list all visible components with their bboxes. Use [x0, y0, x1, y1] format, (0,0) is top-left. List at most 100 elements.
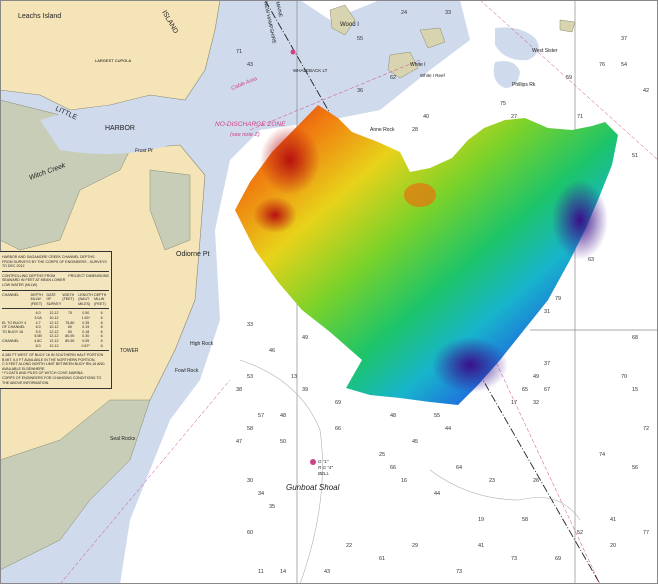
notes-cell: 3.0A: [34, 315, 42, 320]
notes-cell: 8.0: [35, 343, 41, 348]
depth-sounding: 68: [632, 335, 638, 341]
depth-sounding: 52: [577, 530, 583, 536]
depth-sounding: 47: [236, 439, 242, 445]
depth-sounding: 41: [610, 517, 616, 523]
notes-cell: 6: [100, 311, 103, 316]
label-bell: BELL: [318, 471, 330, 476]
depth-sounding: 63: [588, 257, 594, 263]
land-mainland: [0, 0, 221, 111]
island-rocks: [329, 4, 576, 79]
notes-cell: 0.19: [82, 325, 90, 330]
notes-cell: CHANNEL: [2, 338, 20, 343]
label-white-i: White I: [410, 62, 426, 68]
label-leachs-island: Leachs Island: [18, 13, 61, 20]
notes-column-header: CHANNEL: [2, 292, 20, 297]
depth-sounding: 20: [610, 543, 616, 549]
depth-sounding: 17: [511, 400, 517, 406]
notes-cell: 0.05: [82, 338, 90, 343]
notes-column-header: LENGTH (NAUT. MILES): [78, 292, 93, 306]
depth-sounding: 65: [522, 387, 528, 393]
cable-area-line: [479, 0, 658, 161]
bell-buoy-icon[interactable]: [310, 459, 316, 465]
notes-row: OF CHANNEL 6.0 10-12 80 0.19 8: [2, 325, 109, 330]
notes-footnote: B MIT. 6.0 FT AVAILABLE IN THE NORTHERN …: [2, 357, 96, 362]
notes-column-header: DEPTH MLLW (FEET): [30, 292, 43, 306]
notes-cell: 5.9: [35, 329, 41, 334]
notes-cell: 12-12: [49, 343, 59, 348]
shoal-area: [404, 183, 436, 207]
notes-cell: 0.35: [82, 320, 90, 325]
notes-cell: 12-12: [49, 320, 59, 325]
depth-sounding: 55: [357, 36, 363, 42]
depth-sounding: 58: [247, 426, 253, 432]
depth-sounding: 71: [577, 114, 583, 120]
depth-sounding: 42: [643, 88, 649, 94]
notes-cell: 10-12: [49, 315, 59, 320]
depth-sounding: 43: [247, 62, 253, 68]
depth-sounding: 29: [412, 543, 418, 549]
depth-sounding: 74: [599, 452, 605, 458]
depth-sounding: 15: [632, 387, 638, 393]
depth-sounding: 69: [335, 400, 341, 406]
depth-sounding: 37: [544, 361, 550, 367]
notes-row: CHANNEL 4.8C 12-12 80-90 0.05 5: [2, 339, 109, 344]
notes-cell: 0.30: [82, 334, 90, 339]
depth-sounding: 57: [258, 413, 264, 419]
notes-col-group-right: PROJECT DIMENSIONS: [68, 273, 109, 278]
depth-sounding: 26: [533, 478, 539, 484]
notes-footnote: A 280 FT WEST OF BUOY 16 IN SOUTHERN HAL…: [2, 353, 104, 358]
depth-sounding: 39: [302, 387, 308, 393]
depth-sounding: 13: [291, 374, 297, 380]
depth-sounding: 71: [236, 49, 242, 55]
notes-cell: 6: [100, 315, 103, 320]
notes-cell: 1.63*: [81, 315, 90, 320]
depth-sounding: 33: [445, 10, 451, 16]
depth-sounding: 35: [269, 504, 275, 510]
depth-sounding: 11: [258, 569, 264, 575]
notes-cell: 6.0: [35, 311, 41, 316]
notes-rows: 6.0 12-12 75 0.50 6 3.0A 10-12 1.63* 6 EL TO BUOY…: [2, 311, 109, 348]
notes-footnote: * FLOATS AND PILES OF WITCH COVE MARINA.: [2, 371, 84, 376]
depth-sounding: 16: [401, 478, 407, 484]
cable-area-line: [249, 59, 421, 131]
depth-sounding: 72: [643, 426, 649, 432]
notes-cell: 0.50: [82, 311, 90, 316]
depth-sounding: 54: [621, 62, 627, 68]
depth-sounding: 36: [357, 88, 363, 94]
notes-cell: 12-12: [49, 311, 59, 316]
bathymetry-surface: [235, 105, 618, 405]
state-boundary: [264, 0, 601, 584]
notes-cell: 6.0: [35, 325, 41, 330]
notes-footnote: CORPS OF ENGINEERS FOR CHANGING CONDITIO…: [2, 376, 102, 385]
depth-sounding: 32: [533, 400, 539, 406]
label-white-i-reef: White I Reef: [420, 73, 446, 78]
notes-row: 6.0 12-12 75 0.50 6: [2, 311, 109, 316]
notes-cell: 80-90: [65, 334, 75, 339]
depth-sounding: 48: [390, 413, 396, 419]
depth-sounding: 24: [401, 10, 407, 16]
notes-column-header: DEPTH MLLW (FEET): [94, 292, 107, 306]
label-gunboat-shoal: Gunboat Shoal: [286, 483, 340, 492]
notes-cell: 0.18: [82, 329, 90, 334]
depth-sounding: 28: [412, 127, 418, 133]
depth-contour: [239, 359, 323, 584]
notes-footnote: C 5 FEET ALONG NORTH LIMIT BETWEEN BUOY …: [2, 362, 105, 371]
shallow-water-phillips: [493, 61, 520, 88]
depth-sounding: 43: [324, 569, 330, 575]
depth-sounding: 64: [456, 465, 462, 471]
light-icon[interactable]: [290, 49, 296, 55]
notes-cell: 10-12: [49, 325, 59, 330]
label-maine: MAINE: [274, 1, 283, 18]
label-odiorne-pt: Odiorne Pt: [176, 251, 210, 258]
cable-area-line: [59, 379, 231, 584]
notes-row: 3.0A 10-12 1.63* 6: [2, 316, 109, 321]
notes-cell: [2, 344, 30, 349]
depth-sounding: 73: [456, 569, 462, 575]
notes-cell: TO BUOY 16: [2, 329, 24, 334]
label-tower: TOWER: [120, 348, 139, 354]
notes-col-group-left: CONTROLLING DEPTHS FROM SEAWARD IN FEET …: [2, 273, 66, 287]
depth-sounding: 56: [632, 465, 638, 471]
label-high-rock: High Rock: [190, 341, 214, 347]
depth-soundings: 37 41 33 39 24 15 27 41 37 43 35 33 44 49 48 52 55 58 61 64…: [236, 10, 649, 575]
